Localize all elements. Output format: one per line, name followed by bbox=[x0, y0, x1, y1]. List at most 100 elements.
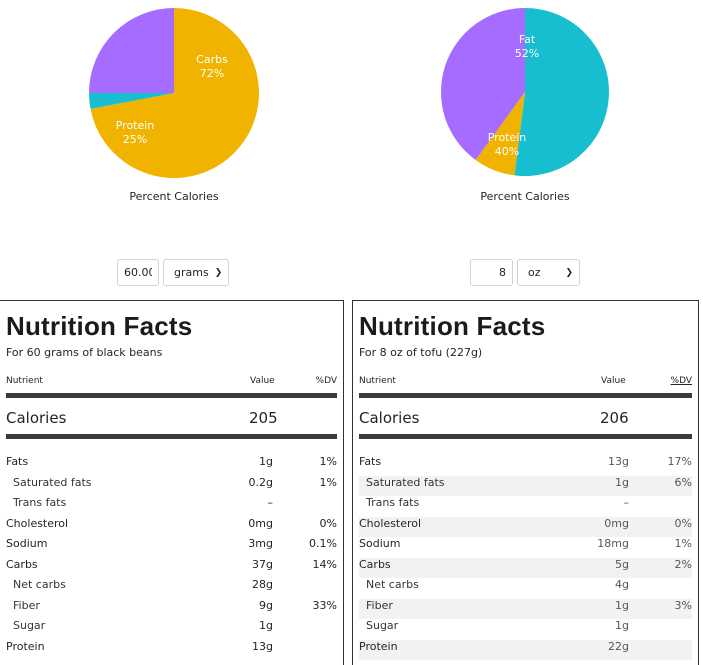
nutrient-dv: 1% bbox=[674, 537, 692, 550]
pie-slice bbox=[89, 93, 174, 109]
serving-subtitle: For 8 oz of tofu (227g) bbox=[359, 346, 483, 359]
header-dv[interactable]: %DV bbox=[670, 376, 692, 386]
pie-percent-protein: 40% bbox=[495, 145, 519, 158]
nutrient-row: Sodium 18mg 1% bbox=[359, 537, 692, 557]
header-value: Value bbox=[601, 376, 626, 386]
nutrient-value: 37g bbox=[252, 557, 273, 571]
calories-value: 205 bbox=[249, 409, 278, 427]
nutrient-name: Fiber bbox=[13, 598, 40, 612]
nutrient-name: Sodium bbox=[6, 537, 48, 550]
pie-slice bbox=[441, 8, 525, 160]
header-dv: %DV bbox=[315, 376, 337, 386]
nutrient-row: Net carbs 4g bbox=[359, 578, 692, 598]
nutrient-row: Protein 22g bbox=[359, 639, 692, 660]
nutrient-name: Fats bbox=[359, 455, 382, 468]
nutrient-value: – bbox=[267, 496, 274, 509]
table-header: Nutrient Value %DV bbox=[6, 376, 337, 390]
nutrient-dv: 1% bbox=[319, 455, 337, 468]
pie-percent-carbs: 72% bbox=[200, 67, 224, 80]
nutrient-dv: 14% bbox=[312, 557, 337, 571]
nutrient-row: Fiber 1g 3% bbox=[359, 598, 692, 619]
nutrient-name: Fats bbox=[6, 455, 29, 468]
calories-label: Calories bbox=[359, 409, 420, 427]
pie-label-protein: Protein bbox=[488, 131, 527, 144]
left-amount-input[interactable] bbox=[117, 259, 159, 286]
pie-slice bbox=[90, 8, 259, 178]
nutrient-value: 3mg bbox=[248, 537, 273, 550]
nutrient-name: Sodium bbox=[359, 537, 401, 550]
right-serving-controls: oz ❯ bbox=[470, 259, 580, 286]
divider-thick bbox=[6, 393, 337, 398]
nutrient-dv: 17% bbox=[667, 455, 692, 468]
nutrient-value: 0.2g bbox=[248, 475, 273, 489]
nutrient-name: Carbs bbox=[359, 557, 391, 571]
nutrient-value: 9g bbox=[259, 598, 273, 612]
nutrient-value: 1g bbox=[259, 619, 273, 632]
nutrient-row: Sugar 1g bbox=[6, 619, 337, 639]
right-unit-select[interactable]: oz ❯ bbox=[517, 259, 580, 286]
nutrient-value: 0mg bbox=[248, 516, 273, 530]
nutrient-dv: 6% bbox=[674, 475, 692, 489]
nutrient-value: 13g bbox=[608, 455, 629, 468]
nutrient-row: Fats 1g 1% bbox=[6, 455, 337, 475]
nutrient-row: Sodium 3mg 0.1% bbox=[6, 537, 337, 557]
nutrient-row: Trans fats – bbox=[6, 496, 337, 516]
nutrient-row: Fats 13g 17% bbox=[359, 455, 692, 475]
nutrient-name: Net carbs bbox=[13, 578, 66, 591]
nutrition-facts-title: Nutrition Facts bbox=[359, 311, 546, 341]
left-unit-value: grams bbox=[174, 266, 209, 279]
divider-thick bbox=[6, 434, 337, 439]
table-header: Nutrient Value %DV bbox=[359, 376, 692, 390]
nutrient-dv: 0.1% bbox=[309, 537, 337, 550]
nutrient-row: Fiber 9g 33% bbox=[6, 599, 337, 619]
nutrient-name: Trans fats bbox=[13, 496, 67, 509]
nutrient-value: 28g bbox=[252, 578, 273, 591]
nutrient-name: Fiber bbox=[366, 598, 393, 612]
nutrient-dv: 2% bbox=[674, 557, 692, 571]
nutrient-name: Saturated fats bbox=[366, 475, 445, 489]
pie-percent-fat: 52% bbox=[515, 47, 539, 60]
nutrient-row: Cholesterol 0mg 0% bbox=[6, 517, 337, 537]
nutrient-row: Saturated fats 0.2g 1% bbox=[6, 476, 337, 496]
nutrient-row: Carbs 5g 2% bbox=[359, 557, 692, 578]
header-nutrient: Nutrient bbox=[6, 376, 43, 386]
right-unit-value: oz bbox=[528, 266, 541, 279]
nutrient-value: 1g bbox=[615, 475, 629, 489]
nutrient-name: Carbs bbox=[6, 557, 38, 571]
left-pie-chart: Carbs 72% Protein 25% bbox=[89, 8, 259, 178]
nutrient-value: – bbox=[623, 496, 630, 509]
nutrient-value: 0mg bbox=[604, 516, 629, 530]
divider-thick bbox=[359, 434, 692, 439]
nutrient-row: Protein 13g bbox=[6, 640, 337, 660]
right-pie-caption: Percent Calories bbox=[480, 190, 570, 203]
nutrient-row: Carbs 37g 14% bbox=[6, 558, 337, 578]
nutrient-name: Saturated fats bbox=[13, 475, 92, 489]
nutrient-name: Protein bbox=[359, 639, 398, 653]
nutrient-row: Sugar 1g bbox=[359, 619, 692, 639]
nutrient-value: 5g bbox=[615, 557, 629, 571]
nutrient-name: Net carbs bbox=[366, 578, 419, 591]
header-nutrient: Nutrient bbox=[359, 376, 396, 386]
nutrient-dv: 3% bbox=[674, 598, 692, 612]
nutrient-dv: 33% bbox=[312, 598, 337, 612]
left-unit-select[interactable]: grams ❯ bbox=[163, 259, 229, 286]
calories-value: 206 bbox=[600, 409, 629, 427]
nutrient-value: 1g bbox=[259, 455, 273, 468]
right-amount-input[interactable] bbox=[470, 259, 513, 286]
nutrient-name: Sugar bbox=[13, 619, 46, 632]
pie-percent-protein: 25% bbox=[123, 133, 147, 146]
nutrient-name: Sugar bbox=[366, 619, 399, 632]
right-pie-chart: Fat 52% Protein 40% bbox=[441, 8, 609, 176]
chevron-down-icon: ❯ bbox=[565, 267, 573, 278]
left-nutrition-facts: Nutrition Facts For 60 grams of black be… bbox=[0, 300, 344, 665]
nutrient-dv: 0% bbox=[319, 516, 337, 530]
nutrient-row: Net carbs 28g bbox=[6, 578, 337, 598]
nutrient-row: Trans fats – bbox=[359, 496, 692, 516]
header-value: Value bbox=[250, 376, 275, 386]
nutrient-value: 22g bbox=[608, 639, 629, 653]
pie-label-fat: Fat bbox=[519, 33, 536, 46]
right-nutrition-facts: Nutrition Facts For 8 oz of tofu (227g) … bbox=[352, 300, 699, 665]
left-serving-controls: grams ❯ bbox=[117, 259, 229, 286]
divider-thick bbox=[359, 393, 692, 398]
pie-slice bbox=[89, 8, 174, 93]
